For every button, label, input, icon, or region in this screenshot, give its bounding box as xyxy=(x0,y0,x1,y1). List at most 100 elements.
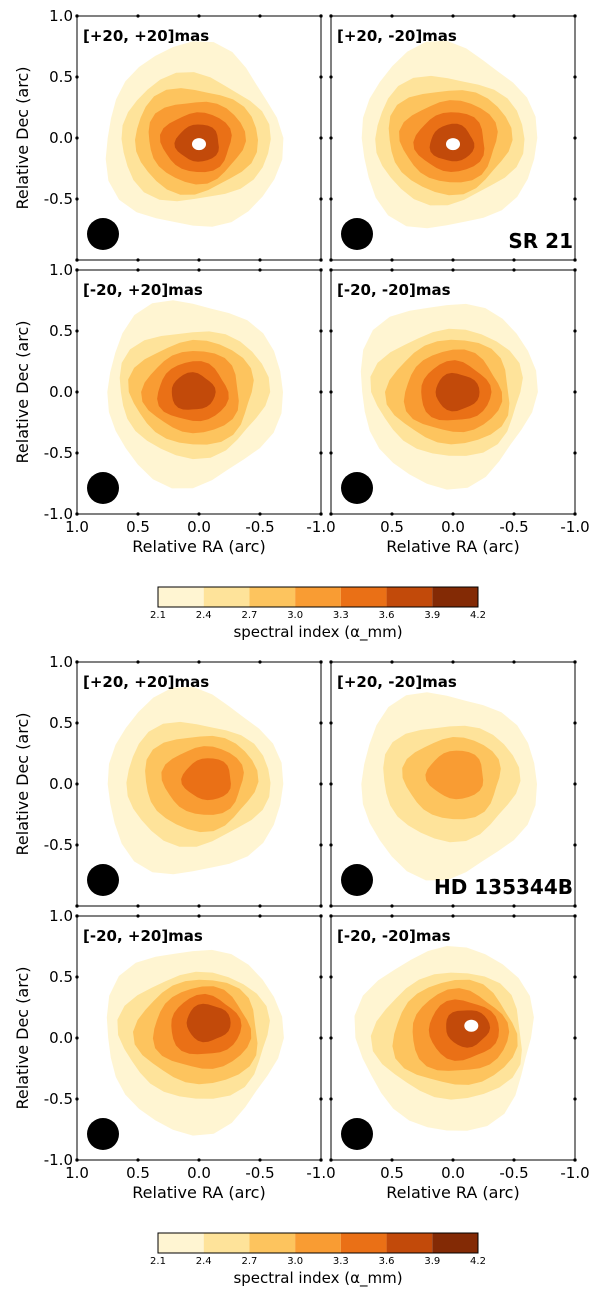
panel: [-20, -20]mas 0.5 0.0 -0.5 -1.0 Relative RA (… xyxy=(329,914,590,1202)
y-tick-label: -1.0 xyxy=(44,1151,73,1169)
colorbar-tick-label: 2.4 xyxy=(196,1256,212,1267)
contour-level xyxy=(171,372,216,410)
colorbar: 2.1 2.4 2.7 3.0 3.3 3.6 3.9 4.2 spectral index (… xyxy=(150,1232,486,1288)
x-tick xyxy=(136,268,140,272)
x-tick xyxy=(451,14,455,18)
y-tick xyxy=(329,721,333,725)
y-tick-label: 0.5 xyxy=(49,714,73,732)
x-tick-label: -0.5 xyxy=(245,518,274,536)
x-tick-label: 1.0 xyxy=(65,1164,89,1182)
x-tick-label: -1.0 xyxy=(306,518,335,536)
panel-label: [+20, -20]mas xyxy=(337,673,457,691)
contour-map xyxy=(360,303,538,490)
y-tick-label: 1.0 xyxy=(49,653,73,671)
center-hole xyxy=(464,1019,479,1032)
beam-icon xyxy=(87,472,119,504)
y-tick-label: 0.5 xyxy=(49,968,73,986)
contour-level xyxy=(186,1003,231,1043)
x-tick-label: 0.5 xyxy=(126,518,150,536)
x-tick xyxy=(258,512,262,516)
y-tick xyxy=(573,904,577,908)
y-tick xyxy=(329,390,333,394)
chart-2: [+20, +20]mas 1.0 0.5 0.0 -0.5 Relative Dec (… xyxy=(13,653,590,1288)
y-tick xyxy=(319,197,323,201)
y-tick xyxy=(329,904,333,908)
y-tick xyxy=(319,843,323,847)
colorbar-segment xyxy=(203,1233,250,1253)
y-tick xyxy=(329,258,333,262)
colorbar-segment xyxy=(340,587,387,607)
y-tick xyxy=(329,136,333,140)
contour-map xyxy=(105,41,284,227)
contour-map xyxy=(361,40,538,229)
y-tick xyxy=(319,136,323,140)
colorbar-segment xyxy=(158,587,204,607)
x-tick-label: 0.0 xyxy=(187,518,211,536)
y-tick xyxy=(75,914,79,918)
colorbar-tick-label: 4.2 xyxy=(470,610,486,621)
y-tick xyxy=(319,782,323,786)
contour-level xyxy=(435,372,480,412)
beam-icon xyxy=(341,472,373,504)
y-tick xyxy=(319,1036,323,1040)
y-tick xyxy=(573,975,577,979)
y-tick xyxy=(573,843,577,847)
y-tick xyxy=(329,512,333,516)
colorbar-tick-label: 3.0 xyxy=(287,610,303,621)
y-tick xyxy=(573,1158,577,1162)
panel: [+20, -20]mas xyxy=(329,660,577,908)
x-tick xyxy=(136,14,140,18)
panel: [+20, -20]mas xyxy=(329,14,577,262)
x-tick xyxy=(319,914,323,918)
contour-level xyxy=(425,750,484,800)
x-tick xyxy=(390,660,394,664)
colorbar-tick-label: 2.7 xyxy=(241,610,257,621)
y-tick xyxy=(75,268,79,272)
x-tick-label: 0.5 xyxy=(380,1164,404,1182)
x-tick xyxy=(197,660,201,664)
y-tick xyxy=(75,975,79,979)
x-tick-label: 0.5 xyxy=(380,518,404,536)
y-tick xyxy=(573,75,577,79)
colorbar-tick-label: 2.4 xyxy=(196,610,212,621)
y-tick xyxy=(329,451,333,455)
y-tick-label: 0.5 xyxy=(49,322,73,340)
y-tick-label: -0.5 xyxy=(44,1090,73,1108)
y-tick xyxy=(75,660,79,664)
x-tick xyxy=(136,512,140,516)
y-axis-label: Relative Dec (arc) xyxy=(13,967,32,1110)
chart-1: [+20, +20]mas 1.0 0.5 0.0 -0.5 Relative Dec (… xyxy=(13,7,590,642)
x-axis-label: Relative RA (arc) xyxy=(132,1183,265,1202)
x-tick xyxy=(258,258,262,262)
panel: [+20, +20]mas 1.0 0.5 0.0 -0.5 Relative Dec (… xyxy=(13,7,323,262)
x-tick xyxy=(512,14,516,18)
y-tick xyxy=(75,904,79,908)
x-tick xyxy=(451,258,455,262)
x-tick xyxy=(197,1158,201,1162)
panel-label: [-20, -20]mas xyxy=(337,281,451,299)
y-tick xyxy=(75,512,79,516)
y-tick xyxy=(329,1158,333,1162)
x-tick xyxy=(319,14,323,18)
colorbar-tick-label: 3.3 xyxy=(333,1256,349,1267)
colorbar-segment xyxy=(203,587,250,607)
beam-icon xyxy=(341,864,373,896)
y-tick xyxy=(75,329,79,333)
panel: [-20, -20]mas 0.5 0.0 -0.5 -1.0 Relative RA (… xyxy=(329,268,590,556)
colorbar-tick-label: 3.9 xyxy=(424,610,440,621)
colorbar-tick-label: 2.7 xyxy=(241,1256,257,1267)
y-tick xyxy=(75,1036,79,1040)
x-tick xyxy=(451,904,455,908)
y-tick-label: 1.0 xyxy=(49,7,73,25)
panel-label: [+20, +20]mas xyxy=(83,673,209,691)
y-tick xyxy=(319,721,323,725)
y-tick xyxy=(319,75,323,79)
y-tick xyxy=(573,1097,577,1101)
x-tick-label: -1.0 xyxy=(560,1164,589,1182)
x-tick xyxy=(390,1158,394,1162)
y-tick xyxy=(75,14,79,18)
colorbar-tick-label: 3.3 xyxy=(333,610,349,621)
y-tick xyxy=(573,1036,577,1040)
x-tick-label: -0.5 xyxy=(499,1164,528,1182)
